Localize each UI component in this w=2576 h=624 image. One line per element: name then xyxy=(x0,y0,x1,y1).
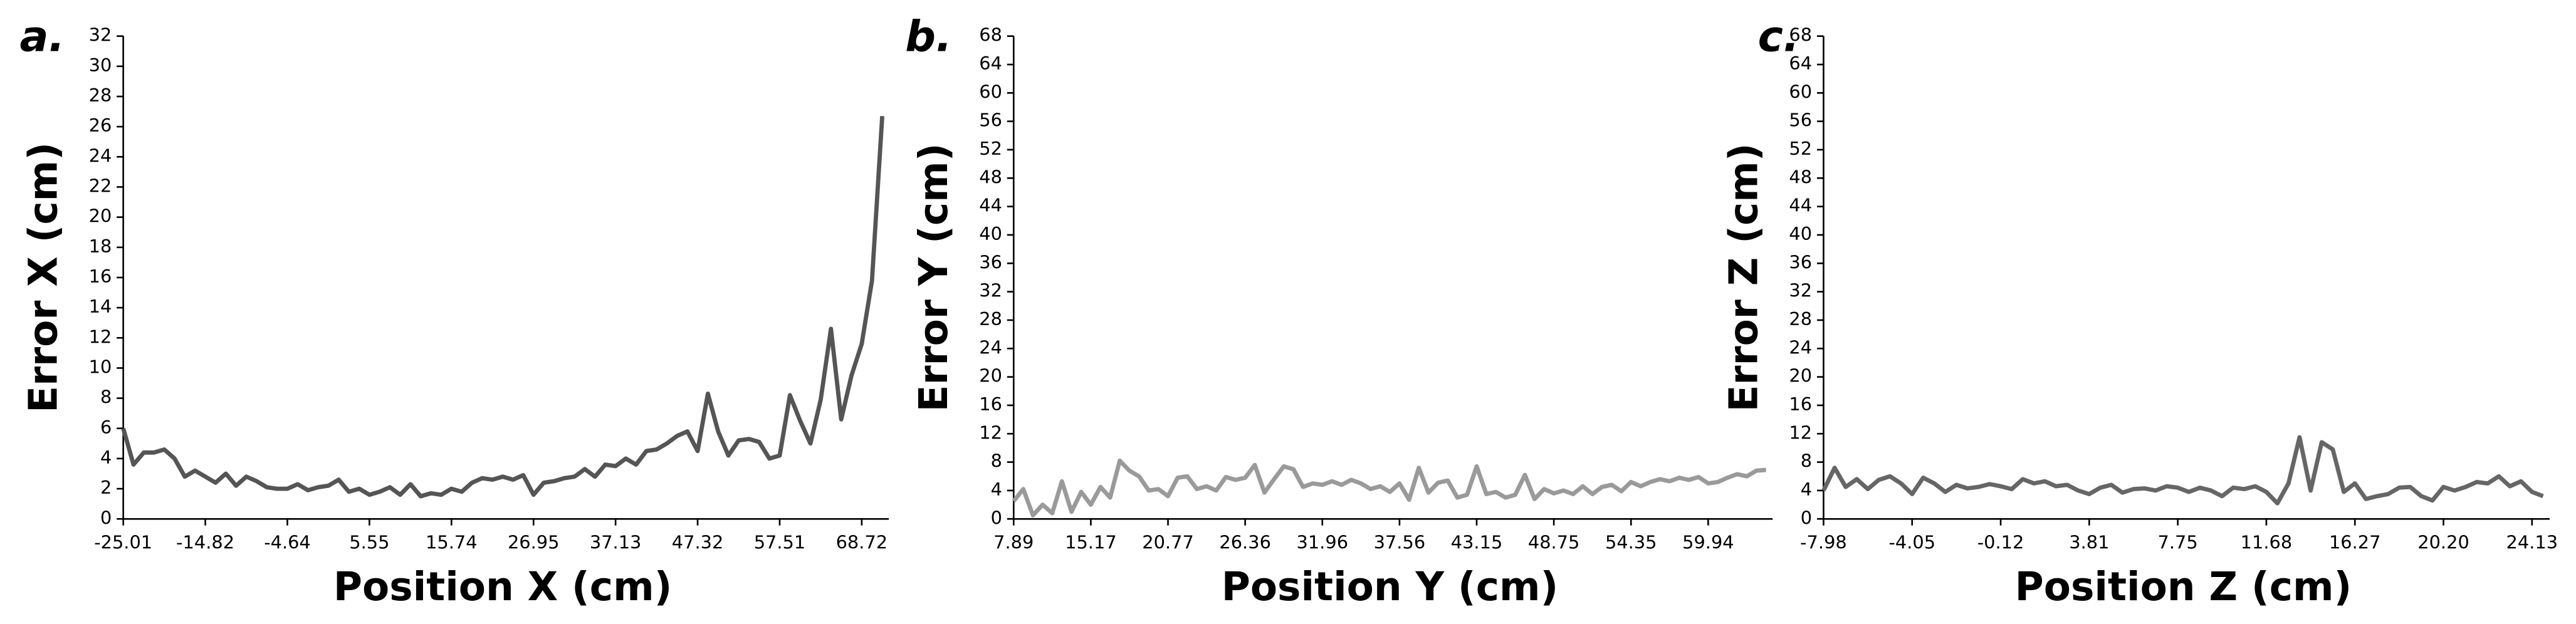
x-tick-label: 54.35 xyxy=(1605,532,1657,553)
y-tick-label: 30 xyxy=(89,55,112,76)
y-tick-label: 28 xyxy=(89,85,112,106)
y-tick-label: 4 xyxy=(100,447,112,468)
x-tick-label: -4.05 xyxy=(1888,532,1935,553)
y-tick-label: 56 xyxy=(1789,110,1812,131)
y-tick-label: 40 xyxy=(979,223,1002,244)
y-tick-label: 24 xyxy=(979,336,1002,358)
y-tick-label: 26 xyxy=(89,115,112,136)
y-tick-label: 20 xyxy=(979,365,1002,387)
y-tick-label: 2 xyxy=(100,477,112,498)
y-tick-label: 36 xyxy=(1789,251,1812,273)
y-tick-label: 14 xyxy=(89,296,112,317)
x-tick-label: 59.94 xyxy=(1682,532,1734,553)
y-tick-label: 60 xyxy=(1789,81,1812,102)
y-tick-label: 52 xyxy=(1789,138,1812,159)
y-axis-title: Error Z (cm) xyxy=(1720,143,1766,412)
y-tick-label: 32 xyxy=(1789,280,1812,301)
panel-label: a. xyxy=(20,12,65,61)
y-tick-label: 64 xyxy=(1789,53,1812,74)
x-tick-label: 16.27 xyxy=(2329,532,2381,553)
y-tick-label: 16 xyxy=(89,266,112,287)
y-tick-label: 28 xyxy=(979,308,1002,330)
y-tick-label: 16 xyxy=(979,393,1002,415)
y-tick-label: 0 xyxy=(991,507,1002,528)
x-tick-label: 15.17 xyxy=(1065,532,1117,553)
y-tick-label: 44 xyxy=(1789,195,1812,216)
x-tick-label: 15.74 xyxy=(426,532,478,553)
x-tick-label: 3.81 xyxy=(2069,532,2109,553)
y-tick-label: 4 xyxy=(991,479,1002,500)
y-tick-label: 18 xyxy=(89,236,112,257)
y-tick-label: 56 xyxy=(979,110,1002,131)
y-tick-label: 48 xyxy=(979,166,1002,187)
y-tick-label: 0 xyxy=(1801,507,1812,528)
x-tick-label: 11.68 xyxy=(2241,532,2293,553)
y-tick-label: 8 xyxy=(991,450,1002,472)
x-tick-label: 43.15 xyxy=(1451,532,1503,553)
y-axis-title: Error X (cm) xyxy=(21,142,66,413)
y-tick-label: 60 xyxy=(979,81,1002,102)
y-tick-label: 24 xyxy=(89,145,112,166)
y-tick-label: 8 xyxy=(1801,450,1812,472)
x-tick-label: 37.13 xyxy=(590,532,642,553)
y-tick-label: 10 xyxy=(89,356,112,377)
y-tick-label: 68 xyxy=(1789,24,1812,46)
x-tick-label: 68.72 xyxy=(836,532,888,553)
y-tick-label: 32 xyxy=(979,280,1002,301)
y-tick-label: 40 xyxy=(1789,223,1812,244)
x-tick-label: 7.75 xyxy=(2158,532,2198,553)
y-tick-label: 64 xyxy=(979,53,1002,74)
y-tick-label: 4 xyxy=(1801,479,1812,500)
x-axis-title: Position X (cm) xyxy=(333,564,672,610)
y-tick-label: 52 xyxy=(979,138,1002,159)
data-line xyxy=(121,116,885,499)
y-tick-label: 22 xyxy=(89,175,112,196)
y-tick-label: 12 xyxy=(89,326,112,347)
x-tick-label: 48.75 xyxy=(1528,532,1580,553)
x-tick-label: -0.12 xyxy=(1977,532,2024,553)
x-tick-label: 20.77 xyxy=(1142,532,1194,553)
data-line xyxy=(1012,458,1766,517)
y-tick-label: 12 xyxy=(1789,422,1812,443)
x-tick-label: 24.13 xyxy=(2506,532,2558,553)
y-tick-label: 8 xyxy=(100,387,112,408)
y-tick-label: 48 xyxy=(1789,166,1812,187)
y-tick-label: 68 xyxy=(979,24,1002,46)
y-tick-label: 0 xyxy=(100,507,112,528)
y-axis-title: Error Y (cm) xyxy=(911,143,956,412)
y-tick-label: 6 xyxy=(100,417,112,438)
y-tick-label: 28 xyxy=(1789,308,1812,330)
x-axis-title: Position Z (cm) xyxy=(2015,564,2352,610)
x-tick-label: -14.82 xyxy=(176,532,234,553)
x-tick-label: 5.55 xyxy=(349,532,389,553)
x-tick-label: 57.51 xyxy=(754,532,806,553)
y-tick-label: 20 xyxy=(1789,365,1812,387)
panel-label: c. xyxy=(1758,12,1799,61)
x-tick-label: 26.95 xyxy=(508,532,560,553)
x-tick-label: 31.96 xyxy=(1297,532,1349,553)
x-tick-label: 20.20 xyxy=(2417,532,2469,553)
x-axis-title: Position Y (cm) xyxy=(1222,564,1559,610)
x-tick-label: -25.01 xyxy=(94,532,152,553)
y-tick-label: 44 xyxy=(979,195,1002,216)
y-tick-label: 36 xyxy=(979,251,1002,273)
y-tick-label: 20 xyxy=(89,205,112,227)
x-tick-label: 26.36 xyxy=(1219,532,1271,553)
y-tick-label: 32 xyxy=(89,24,112,46)
x-tick-label: 37.56 xyxy=(1374,532,1426,553)
y-tick-label: 12 xyxy=(979,422,1002,443)
data-line xyxy=(1821,435,2544,506)
x-tick-label: -7.98 xyxy=(1800,532,1847,553)
x-tick-label: 7.89 xyxy=(993,532,1034,553)
y-tick-label: 24 xyxy=(1789,336,1812,358)
y-tick-label: 16 xyxy=(1789,393,1812,415)
panel-label: b. xyxy=(905,12,952,61)
x-tick-label: -4.64 xyxy=(264,532,311,553)
x-tick-label: 47.32 xyxy=(672,532,724,553)
